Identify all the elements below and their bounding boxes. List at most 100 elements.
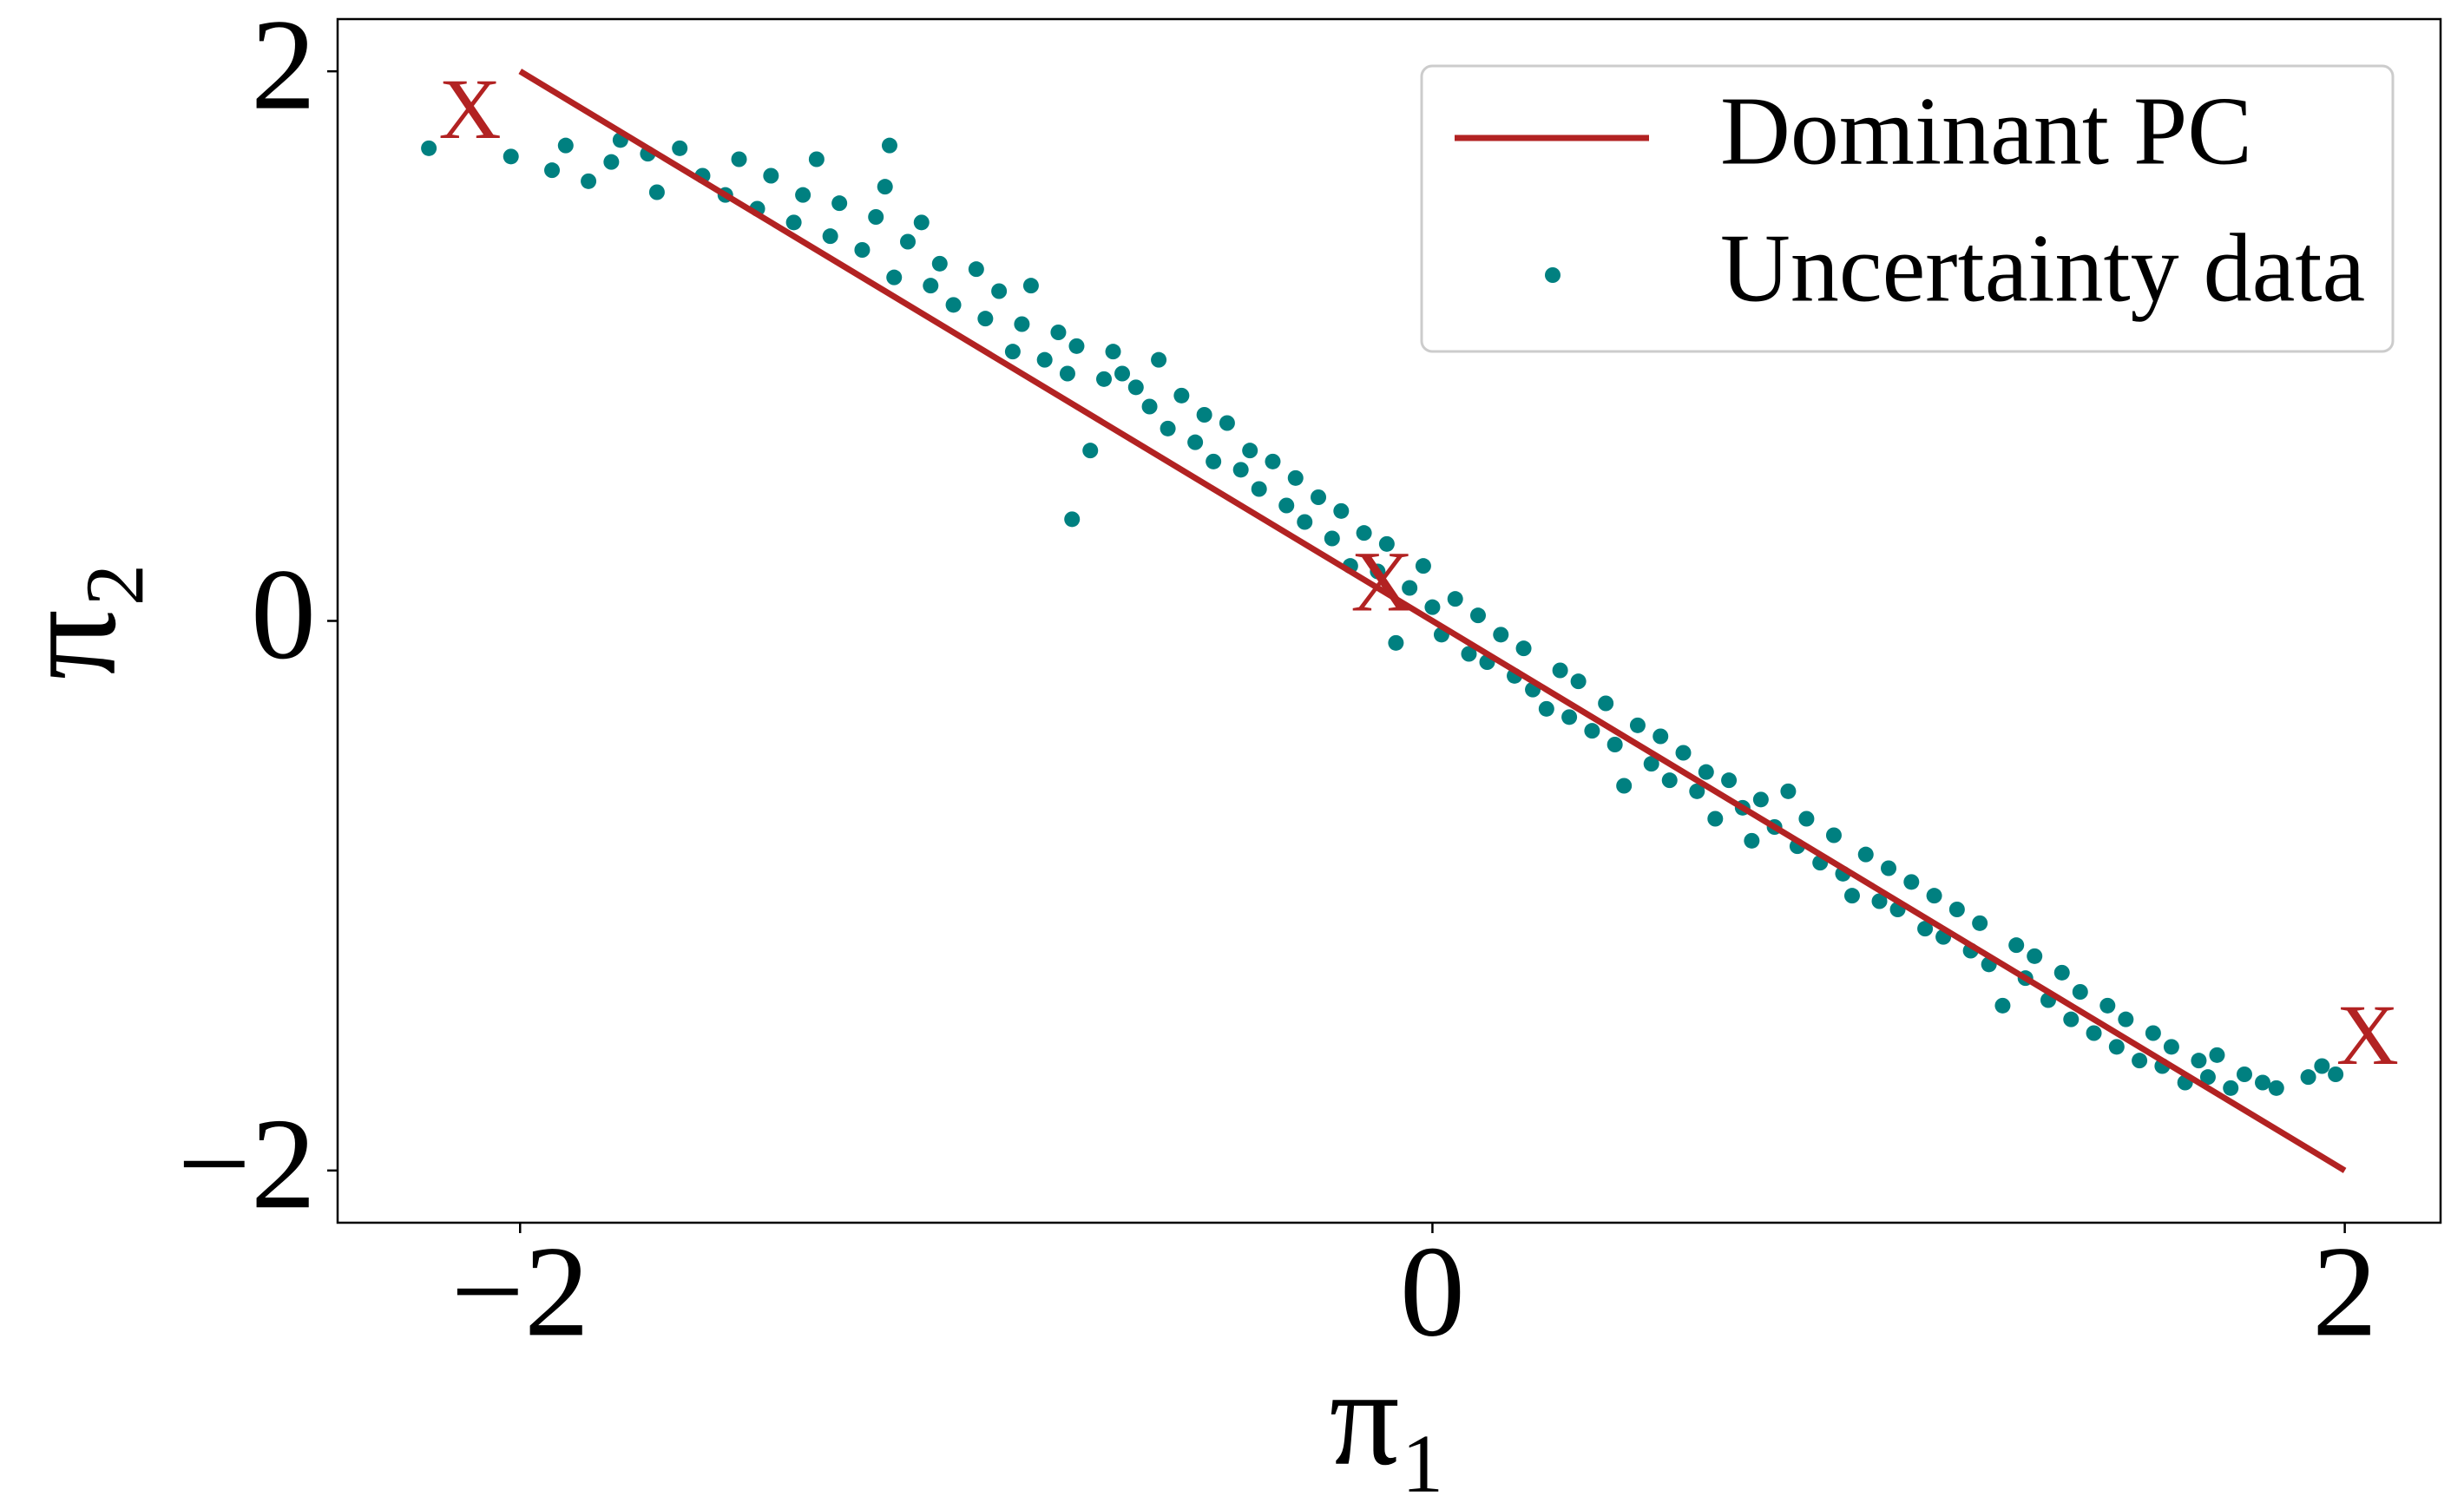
data-point (672, 140, 688, 156)
data-point (913, 214, 930, 231)
x-tick-label: −2 (450, 1219, 589, 1363)
y-tick-label: 0 (251, 542, 316, 686)
data-point (1643, 756, 1659, 772)
data-point (1114, 365, 1131, 382)
data-point (1857, 846, 1874, 863)
data-point (1324, 530, 1340, 547)
plot-frame (336, 17, 2442, 1224)
data-point (1004, 344, 1021, 360)
data-point (2086, 1025, 2102, 1041)
data-point (877, 179, 893, 195)
data-point (1552, 662, 1568, 679)
data-point (1068, 338, 1085, 354)
data-point (1402, 580, 1418, 596)
data-point (1297, 514, 1313, 530)
data-point (1096, 371, 1113, 387)
data-point (1265, 453, 1281, 469)
data-point (1629, 717, 1646, 733)
data-point (1661, 772, 1678, 789)
data-point (1141, 398, 1158, 415)
data-point (731, 151, 747, 167)
data-point (1447, 591, 1463, 607)
data-point (1607, 737, 1623, 752)
data-point (1689, 783, 1705, 799)
data-point (1561, 709, 1578, 725)
data-point (1415, 558, 1431, 574)
data-point (1515, 640, 1532, 657)
data-point (2223, 1080, 2239, 1096)
data-point (886, 269, 903, 286)
data-point (1050, 325, 1067, 340)
data-point (2268, 1080, 2284, 1096)
data-point (931, 255, 948, 272)
data-point (503, 148, 519, 165)
data-point (1036, 351, 1053, 368)
data-point (1744, 832, 1760, 849)
data-point (2199, 1069, 2216, 1086)
data-point (881, 137, 897, 154)
data-point (1173, 387, 1190, 404)
data-point (1196, 407, 1212, 423)
data-point (1698, 764, 1714, 780)
data-point (1653, 728, 1669, 745)
data-point (1187, 434, 1204, 450)
data-point (2209, 1047, 2225, 1063)
data-point (1251, 481, 1267, 497)
data-point (2236, 1067, 2252, 1082)
data-point (2300, 1069, 2316, 1086)
data-point (795, 187, 811, 203)
data-point (2072, 984, 2088, 1000)
data-point (1825, 827, 1842, 843)
x-tick-label: 2 (2312, 1219, 2377, 1363)
data-point (1232, 462, 1249, 478)
data-point (1752, 791, 1769, 808)
data-point (785, 214, 802, 231)
data-point (603, 154, 620, 170)
x-axis-label: π₁ (1330, 1340, 1449, 1494)
data-point (1082, 443, 1099, 459)
data-point (1469, 607, 1486, 624)
data-point (1388, 634, 1404, 651)
y-tick-label: −2 (177, 1092, 316, 1236)
data-point (1105, 344, 1121, 360)
x-tick-label: 0 (1400, 1219, 1465, 1363)
data-point (1707, 811, 1724, 827)
data-point (2163, 1039, 2179, 1055)
legend-label: Uncertainty data (1720, 215, 2365, 323)
data-point (557, 137, 574, 154)
data-point (868, 209, 884, 225)
data-point (1675, 745, 1692, 761)
legend-box (1420, 64, 2395, 353)
data-point (1570, 673, 1587, 690)
data-point (854, 242, 871, 258)
data-point (1278, 497, 1295, 514)
data-point (991, 283, 1008, 299)
data-point (1538, 700, 1554, 717)
data-point (2108, 1039, 2125, 1055)
data-point (1311, 489, 1327, 505)
y-axis-label: π₂ (0, 561, 145, 680)
y-tick-label: 2 (251, 0, 316, 137)
data-point (945, 297, 962, 313)
data-point (1994, 997, 2011, 1014)
data-point (1219, 415, 1235, 431)
data-point (923, 278, 939, 294)
data-point (648, 184, 665, 200)
data-point (1370, 563, 1386, 580)
data-point (808, 151, 825, 167)
data-point (1948, 902, 1965, 917)
data-point (544, 162, 561, 179)
data-point (899, 233, 916, 250)
data-point (2255, 1074, 2271, 1091)
data-point (1926, 888, 1942, 904)
data-point (1917, 921, 1934, 937)
data-point (1242, 443, 1258, 459)
data-point (1584, 723, 1600, 739)
data-point (1598, 695, 1614, 712)
data-point (763, 167, 779, 184)
data-point (1022, 278, 1039, 294)
data-point (1127, 379, 1144, 396)
data-point (1798, 811, 1815, 827)
